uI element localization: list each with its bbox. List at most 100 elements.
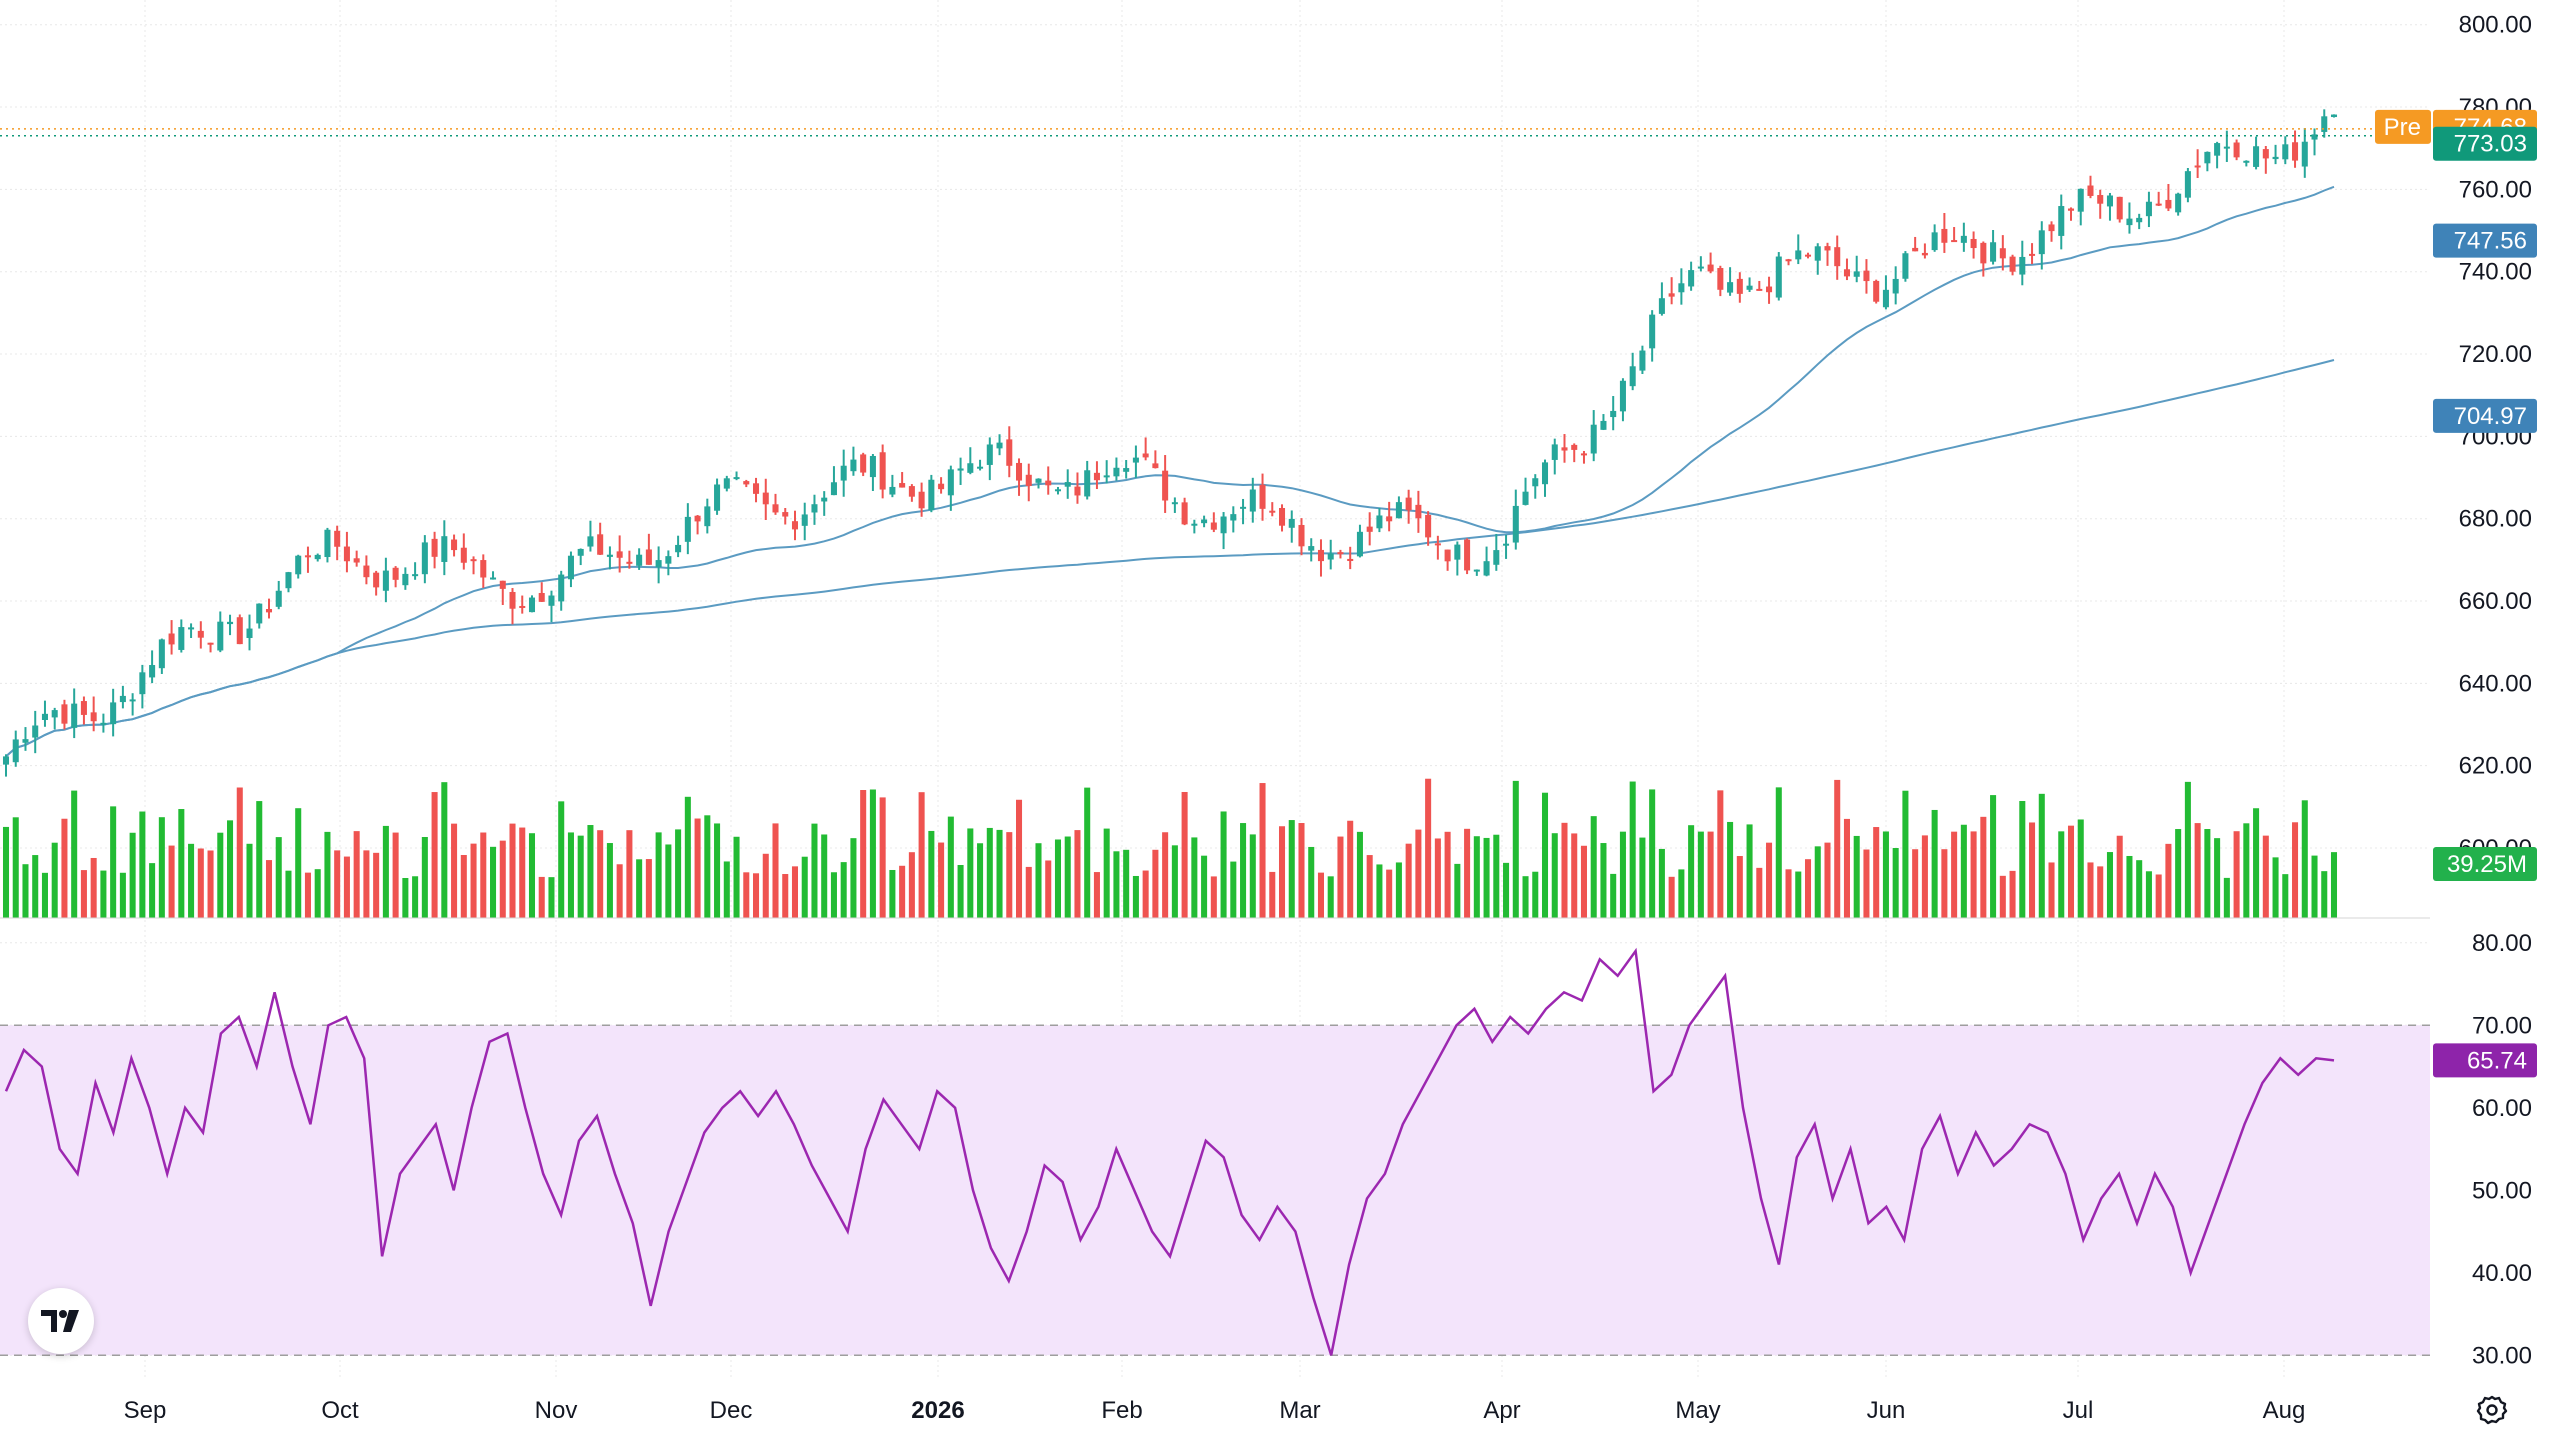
volume-bar bbox=[1347, 820, 1354, 918]
volume-bar bbox=[1736, 856, 1743, 918]
candle-body bbox=[2, 756, 10, 765]
moving-average-lines bbox=[5, 185, 2335, 758]
volume-bar bbox=[2038, 793, 2045, 918]
volume-bar bbox=[1766, 842, 1773, 918]
candle-body bbox=[1707, 264, 1714, 272]
candle-body bbox=[1132, 457, 1139, 463]
month-label: 2026 bbox=[911, 1397, 964, 1424]
volume-bar bbox=[2077, 819, 2084, 918]
candle-body bbox=[22, 739, 29, 743]
volume-bar bbox=[694, 818, 701, 918]
volume-bar bbox=[1249, 834, 1256, 918]
rsi-tag-bg bbox=[2433, 1043, 2537, 1078]
volume-bar bbox=[246, 843, 253, 918]
rsi-axis[interactable]: 30.00 40.00 50.00 60.00 70.00 80.00 bbox=[2472, 930, 2532, 1370]
settings-gear-icon[interactable] bbox=[2474, 1392, 2510, 1428]
volume-bar bbox=[1288, 820, 1295, 918]
candle-body bbox=[324, 529, 331, 558]
volume-bar bbox=[1824, 842, 1831, 918]
candle-body bbox=[490, 577, 497, 580]
volume-bar bbox=[1892, 848, 1899, 918]
volume-bar bbox=[1834, 779, 1841, 918]
rsi-tick-label: 50.00 bbox=[2472, 1177, 2532, 1204]
volume-bar bbox=[714, 823, 721, 918]
volume-bar bbox=[343, 856, 350, 918]
candle-body bbox=[714, 484, 721, 511]
candle-body bbox=[1785, 259, 1792, 262]
volume-bar bbox=[1970, 831, 1977, 918]
volume-bar bbox=[1775, 787, 1782, 918]
candle-body bbox=[2292, 142, 2299, 161]
volume-bar bbox=[1658, 848, 1665, 918]
volume-bar bbox=[675, 829, 682, 918]
candle-body bbox=[1649, 314, 1656, 349]
volume-bar bbox=[1386, 869, 1393, 918]
candle-body bbox=[1288, 518, 1295, 528]
month-label: Dec bbox=[710, 1397, 753, 1424]
candle-body bbox=[1366, 526, 1373, 532]
volume-bar bbox=[1522, 876, 1529, 918]
volume-bar bbox=[2165, 843, 2172, 918]
volume-bar bbox=[256, 801, 263, 918]
candle-body bbox=[577, 548, 584, 556]
candle-body bbox=[636, 554, 643, 566]
candle-body bbox=[402, 573, 409, 586]
candle-body bbox=[675, 544, 682, 553]
candle-body bbox=[606, 554, 613, 557]
month-label: Nov bbox=[535, 1397, 578, 1424]
candle-body bbox=[1717, 268, 1724, 290]
time-axis[interactable]: Sep Oct Nov Dec 2026 Feb Mar Apr May Jun Jul Aug bbox=[124, 1397, 2306, 1424]
volume-bar bbox=[704, 815, 711, 918]
ma-short-tag: 747.56 bbox=[2454, 228, 2527, 255]
candle-body bbox=[2058, 206, 2065, 236]
candle-body bbox=[2194, 165, 2201, 168]
candle-body bbox=[12, 739, 19, 763]
volume-bar bbox=[2, 826, 10, 918]
volume-bar bbox=[1756, 867, 1763, 918]
candle-body bbox=[1220, 516, 1227, 534]
volume-bar bbox=[1025, 866, 1032, 918]
volume-bar bbox=[2048, 862, 2055, 918]
candle-body bbox=[2029, 253, 2036, 256]
candle-body bbox=[811, 504, 818, 513]
month-label: May bbox=[1675, 1397, 1720, 1424]
volume-bar bbox=[1571, 833, 1578, 918]
candle-body bbox=[957, 468, 964, 471]
volume-bar bbox=[32, 855, 39, 918]
price-tick-label: 620.00 bbox=[2459, 753, 2532, 780]
volume-bar bbox=[460, 854, 467, 918]
volume-bar bbox=[1064, 836, 1071, 918]
price-tick-label: 680.00 bbox=[2459, 506, 2532, 533]
candle-body bbox=[1162, 470, 1169, 501]
candle-body bbox=[743, 481, 750, 485]
candle-body bbox=[2253, 146, 2260, 167]
volume-bar bbox=[840, 862, 847, 918]
candle-body bbox=[460, 547, 467, 563]
volume-bar bbox=[71, 790, 78, 918]
candle-body bbox=[265, 609, 273, 613]
volume-bar bbox=[1503, 862, 1510, 918]
tradingview-logo-icon[interactable] bbox=[28, 1288, 94, 1354]
candle-body bbox=[382, 570, 389, 591]
candle-body bbox=[723, 478, 730, 489]
candle-body bbox=[1347, 558, 1354, 562]
volume-bar bbox=[334, 850, 341, 918]
candle-body bbox=[1464, 539, 1471, 571]
candle-body bbox=[2175, 193, 2182, 213]
candle-body bbox=[2223, 146, 2230, 149]
candle-body bbox=[1113, 467, 1120, 477]
rsi-tick-label: 80.00 bbox=[2472, 930, 2532, 957]
volume-bar bbox=[567, 832, 574, 918]
candle-body bbox=[2067, 208, 2075, 211]
candle-body bbox=[977, 466, 984, 469]
candle-body bbox=[1181, 502, 1188, 525]
volume-bar bbox=[908, 852, 915, 918]
candle-body bbox=[655, 560, 662, 568]
volume-bar bbox=[1376, 864, 1383, 918]
candle-body bbox=[1415, 504, 1422, 519]
candle-body bbox=[1503, 543, 1510, 546]
candle-body bbox=[304, 555, 311, 558]
volume-bar bbox=[1688, 825, 1695, 918]
volume-bar bbox=[1639, 837, 1646, 918]
